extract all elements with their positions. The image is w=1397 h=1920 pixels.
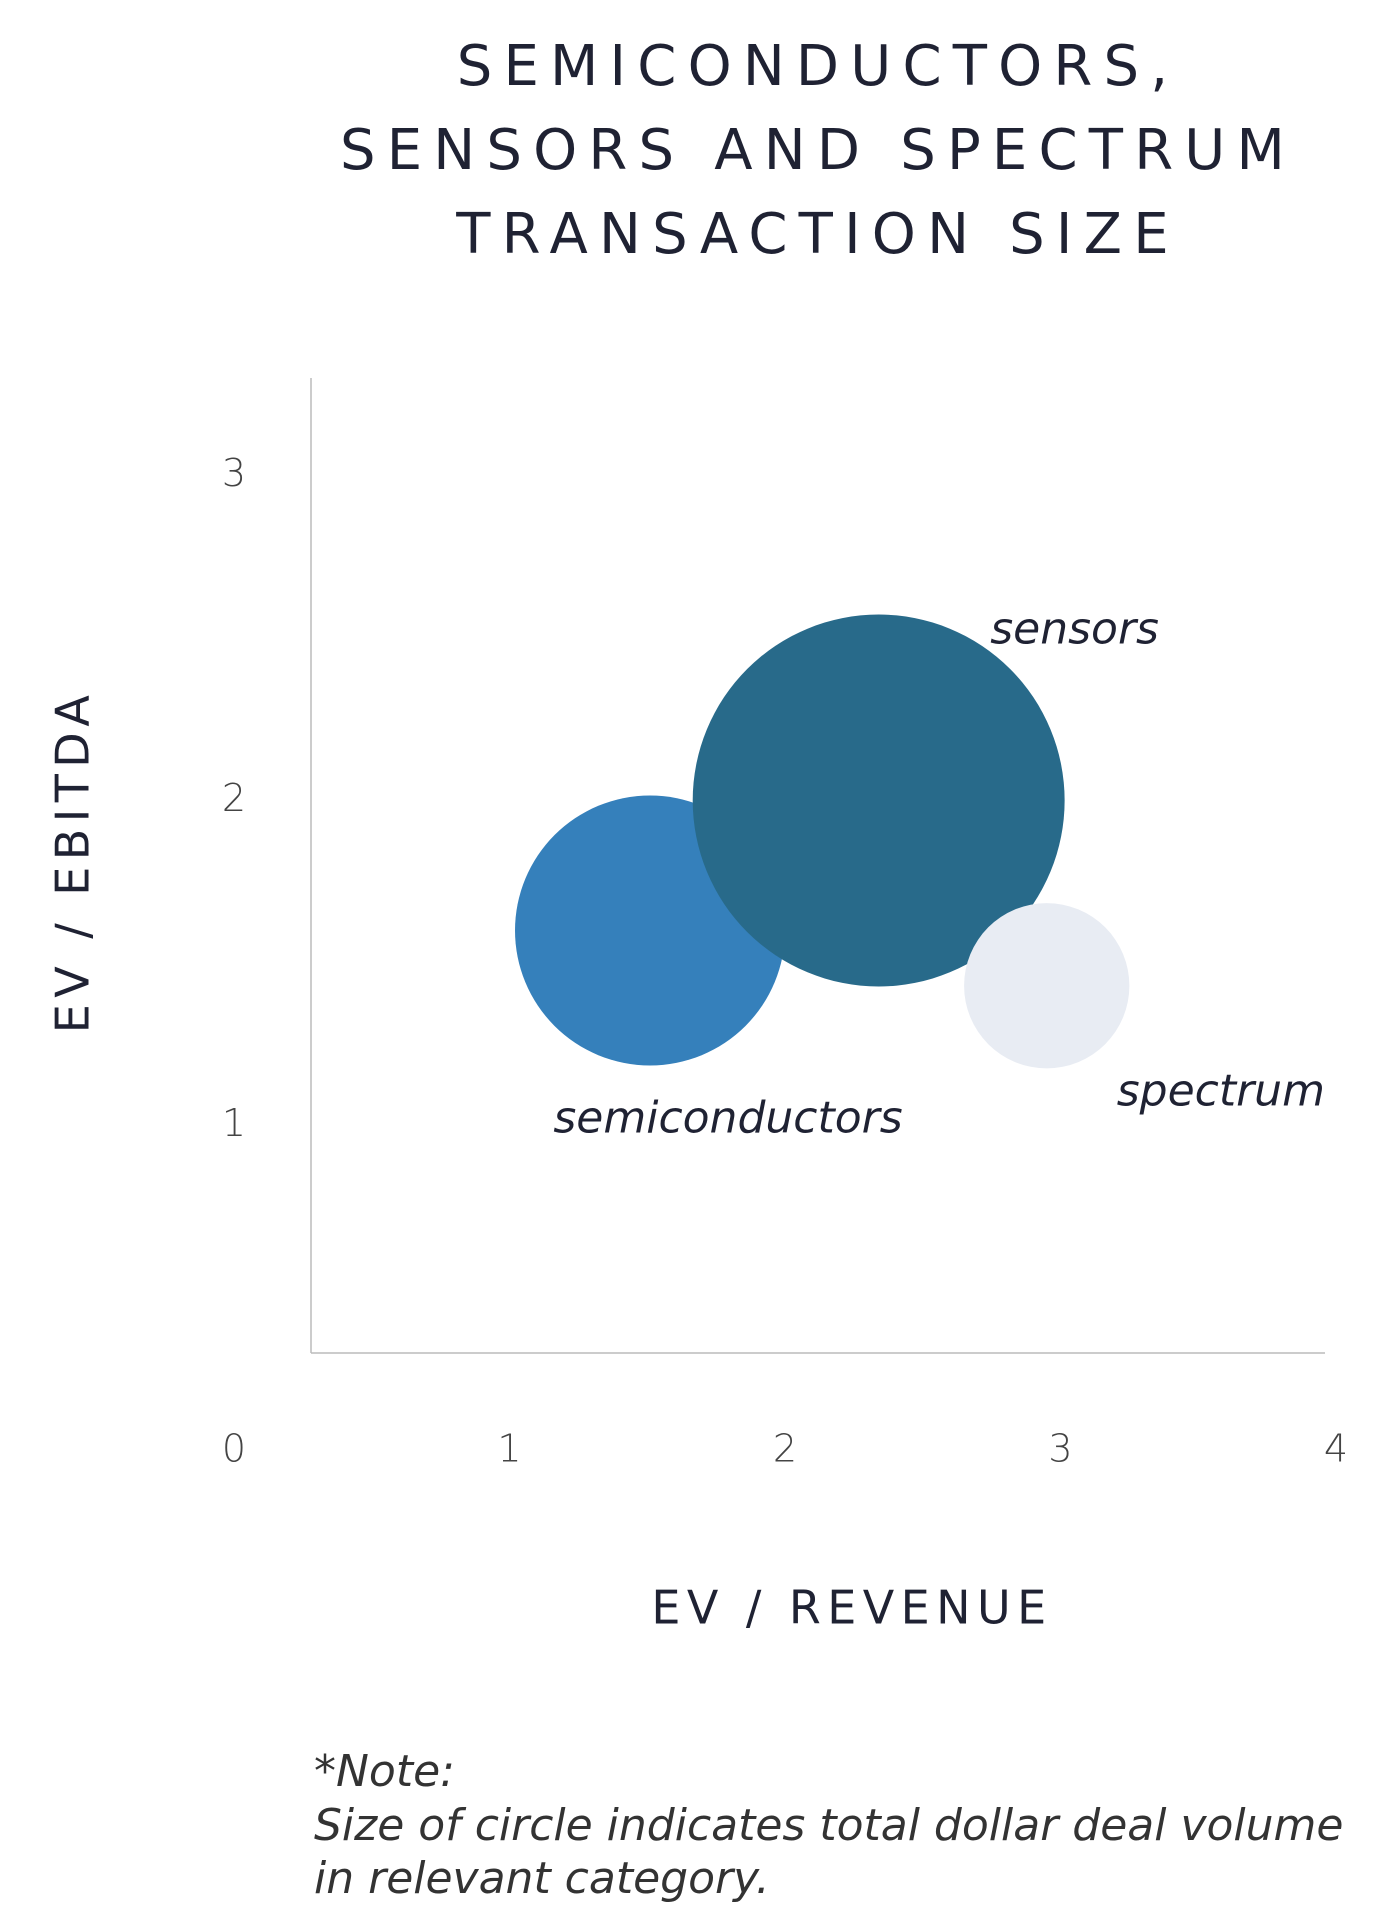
y-tick-label: 1 — [222, 1101, 246, 1145]
chart-title: SEMICONDUCTORS, — [457, 34, 1180, 99]
x-axis-label: EV / REVENUE — [651, 1581, 1052, 1635]
chart: SEMICONDUCTORS, SENSORS AND SPECTRUM TRA… — [46, 34, 1349, 1635]
x-tick-label: 2 — [773, 1427, 797, 1471]
bubble-label: sensors — [990, 604, 1159, 655]
bubble-label: semiconductors — [553, 1092, 902, 1143]
note-label: *Note: — [314, 1746, 455, 1797]
x-tick-label: 3 — [1048, 1427, 1072, 1471]
x-tick-label: 0 — [222, 1427, 246, 1471]
chart-title: SENSORS AND SPECTRUM — [340, 118, 1296, 183]
bubble — [692, 614, 1065, 987]
y-axis-label: EV / EBITDA — [46, 689, 100, 1033]
x-tick-label: 4 — [1324, 1427, 1348, 1471]
x-tick-label: 1 — [497, 1427, 521, 1471]
y-tick-label: 2 — [222, 776, 246, 820]
note: *Note: Size of circle indicates total do… — [314, 1745, 1354, 1906]
note-text: Size of circle indicates total dollar de… — [314, 1799, 1344, 1905]
chart-title: TRANSACTION SIZE — [455, 202, 1180, 267]
bubble — [964, 903, 1130, 1069]
bubble-label: spectrum — [1117, 1065, 1325, 1116]
y-tick-label: 3 — [222, 451, 246, 495]
